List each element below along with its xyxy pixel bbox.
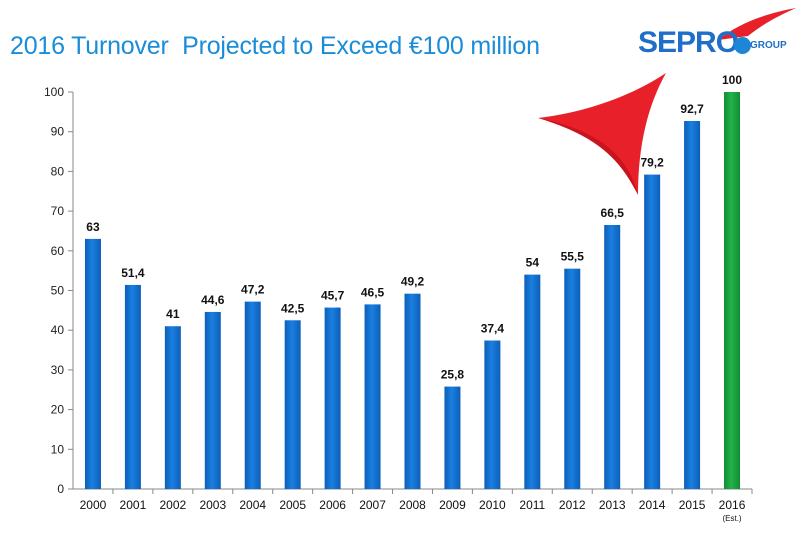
x-tick-label: 2006: [319, 498, 346, 512]
bar: [484, 340, 501, 489]
data-label: 37,4: [481, 322, 505, 336]
data-label: 25,8: [441, 368, 465, 382]
data-label: 45,7: [321, 289, 345, 303]
x-tick-label: 2015: [679, 498, 706, 512]
data-label: 92,7: [680, 102, 704, 116]
bar: [204, 311, 221, 489]
bar: [244, 301, 261, 489]
bar: [604, 224, 621, 489]
data-label: 46,5: [361, 285, 385, 299]
data-label: 66,5: [601, 206, 625, 220]
bar: [324, 307, 341, 489]
x-tick-label: 2013: [599, 498, 626, 512]
bar: [404, 293, 421, 489]
x-tick-label: 2011: [519, 498, 545, 512]
bar: [444, 386, 461, 489]
sepro-group-logo: SEPRO GROUP: [638, 6, 798, 66]
y-tick-label: 70: [51, 204, 65, 218]
bar: [84, 238, 101, 489]
x-tick-label: 2008: [399, 498, 426, 512]
x-tick-label: 2004: [239, 498, 266, 512]
data-label: 55,5: [561, 250, 585, 264]
bar: [644, 174, 661, 490]
x-tick-label: 2016: [719, 498, 746, 512]
y-tick-label: 80: [51, 164, 65, 178]
logo-sub: GROUP: [750, 40, 787, 51]
logo-brand: SEPRO: [638, 26, 739, 59]
data-label: 41: [166, 307, 180, 321]
y-tick-label: 60: [51, 244, 65, 258]
red-arrow-icon: [538, 73, 666, 195]
chart-title: 2016 Turnover Projected to Exceed €100 m…: [10, 32, 540, 60]
bar: [284, 320, 301, 489]
y-tick-label: 20: [51, 403, 65, 417]
x-tick-label: 2000: [80, 498, 107, 512]
bar-highlight: [724, 92, 741, 489]
bar: [124, 284, 141, 489]
x-tick-sublabel: (Est.): [722, 514, 741, 523]
y-tick-label: 100: [44, 85, 64, 99]
x-tick-label: 2007: [359, 498, 386, 512]
x-tick-label: 2001: [120, 498, 147, 512]
y-tick-label: 50: [51, 284, 65, 298]
x-tick-label: 2010: [479, 498, 506, 512]
y-tick-label: 90: [51, 125, 65, 139]
x-tick-label: 2014: [639, 498, 666, 512]
y-tick-label: 30: [51, 363, 65, 377]
logo-swoosh-icon: [718, 8, 796, 40]
bar: [684, 120, 701, 489]
data-label: 63: [86, 220, 100, 234]
data-label: 100: [722, 73, 742, 87]
data-label: 44,6: [201, 293, 225, 307]
x-tick-label: 2002: [160, 498, 187, 512]
data-label: 79,2: [640, 156, 664, 170]
data-label: 54: [526, 256, 540, 270]
y-tick-label: 0: [57, 482, 64, 496]
y-tick-label: 40: [51, 323, 65, 337]
x-tick-label: 2009: [439, 498, 466, 512]
data-label: 51,4: [121, 266, 145, 280]
x-tick-label: 2012: [559, 498, 586, 512]
bar: [524, 274, 541, 489]
data-label: 49,2: [401, 275, 425, 289]
bar: [164, 326, 181, 489]
logo-globe-icon: [734, 37, 751, 54]
y-tick-label: 10: [51, 442, 65, 456]
bar: [564, 268, 581, 489]
data-label: 42,5: [281, 301, 305, 315]
data-label: 47,2: [241, 283, 265, 297]
bar: [364, 304, 381, 489]
x-tick-label: 2003: [199, 498, 226, 512]
x-tick-label: 2005: [279, 498, 306, 512]
